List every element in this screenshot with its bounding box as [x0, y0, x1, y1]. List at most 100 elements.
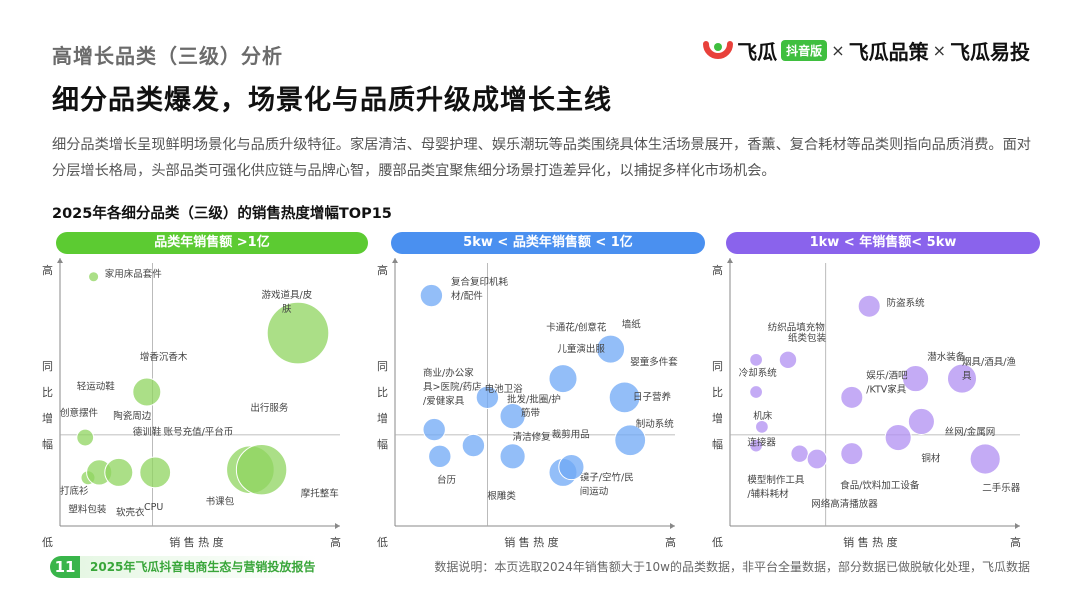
scatter-panel-large: 高低高销 售 热 度同比增幅家用床品套件 游戏道具/皮肤增香沉香木 轻运动鞋 创意摆件… [40, 258, 360, 553]
y-axis-arrow [57, 258, 63, 263]
point-label: CPU [144, 502, 163, 513]
x-axis-low-label: 低 [377, 536, 388, 549]
scatter-point [475, 385, 500, 410]
point-label: 二手乐器 [982, 482, 1021, 494]
x-axis-low-label: 低 [712, 536, 723, 549]
x-axis-title: 销 售 热 度 [169, 535, 224, 549]
x-axis-high-label: 高 [1010, 535, 1021, 549]
scatter-point [902, 365, 930, 393]
feigua-logo-icon [703, 40, 734, 59]
point-label: 账号充值/平台币 [164, 426, 234, 438]
scatter-point [419, 283, 444, 308]
panel-title-medium: 5kw < 品类年销售额 < 1亿 [391, 232, 705, 254]
y-axis-title: 同 [712, 360, 723, 373]
report-title: 2025年飞瓜抖音电商生态与营销投放报告 [80, 556, 318, 578]
point-label: /辅料耗材 [747, 488, 789, 500]
point-label: 打底衫 [60, 485, 89, 497]
scatter-point [558, 453, 585, 481]
y-axis-title: 增 [712, 411, 723, 425]
y-axis-title: 比 [377, 386, 388, 399]
point-label: 铜材 [921, 453, 941, 465]
point-label: 纺织品填充物 [768, 321, 826, 333]
scatter-point [499, 403, 526, 430]
panel-title-large: 品类年销售额 >1亿 [56, 232, 368, 254]
point-label: 陶瓷周边 [113, 410, 152, 422]
scatter-point [749, 352, 763, 367]
point-label: 创意摆件 [60, 407, 99, 419]
point-label: 肤 [282, 303, 292, 315]
x-axis-title: 销 售 热 度 [504, 535, 559, 549]
chart-heading: 2025年各细分品类（三级）的销售热度增幅TOP15 [52, 206, 392, 222]
point-label: 娱乐/酒吧 [866, 370, 908, 382]
logo-brand-feigua: 飞瓜 [737, 40, 778, 64]
y-axis-arrow [727, 258, 733, 263]
point-label: 商业/办公家 [423, 367, 474, 379]
scatter-point [266, 301, 330, 365]
logo-badge: 抖音版 [781, 40, 828, 61]
point-label: 复合复印机耗 [451, 276, 509, 288]
y-axis-high-label: 高 [712, 263, 723, 277]
page-number: 11 [50, 556, 80, 578]
y-axis-title: 幅 [377, 438, 388, 451]
scatter-point [104, 457, 134, 487]
x-axis-low-label: 低 [42, 536, 53, 549]
scatter-point [235, 444, 288, 496]
point-label: 裁剪用品 [552, 429, 590, 441]
point-label: 清洁修复 [513, 431, 552, 443]
y-axis-title: 比 [42, 386, 53, 399]
scatter-point [947, 363, 977, 394]
scatter-point [907, 407, 935, 436]
point-label: 网络高清播放器 [811, 498, 878, 510]
scatter-point [132, 377, 162, 407]
point-label: 潜水装备 [927, 351, 966, 363]
x-axis-high-label: 高 [330, 535, 341, 549]
point-label: 摩托整车 [301, 488, 339, 500]
scatter-point [614, 424, 647, 457]
point-label: 软壳衣 [116, 506, 145, 518]
scatter-point [840, 385, 864, 409]
description-paragraph: 细分品类增长呈现鲜明场景化与品质升级特征。家居清洁、母婴护理、娱乐潮玩等品类围绕… [52, 137, 1031, 179]
scatter-point [499, 443, 526, 470]
point-label: 冷却系统 [739, 367, 778, 379]
scatter-point [88, 271, 100, 283]
point-label: 制动系统 [636, 418, 675, 430]
point-label: 出行服务 [250, 402, 289, 414]
x-axis-title: 销 售 热 度 [843, 535, 898, 549]
y-axis-arrow [392, 258, 398, 263]
scatter-point [428, 444, 452, 469]
point-label: 电池卫浴 [485, 383, 524, 395]
point-label: 增香沉香木 [140, 351, 188, 363]
point-label: /爱健家具 [423, 395, 465, 407]
point-label: 台历 [437, 474, 456, 486]
point-label: 机床 [753, 410, 773, 422]
section-title: 高增长品类（三级）分析 [52, 44, 283, 68]
scatter-point [608, 381, 641, 414]
point-label: 纸类包装 [788, 332, 827, 344]
point-label: 儿童演出服 [557, 343, 605, 355]
logo-brand-pince: 飞瓜品策 [848, 40, 929, 64]
point-label: 德训鞋 [133, 426, 162, 438]
scatter-point [548, 364, 578, 394]
scatter-chart-small: 高低 高销 售 热 度同比增幅防盗系统纺织品填充物纸类包装潜水装备烟具/酒具/渔具… [712, 258, 1021, 549]
scatter-chart-large: 高低 高销 售 热 度同比增幅家用床品套件游戏道具/皮肤增香沉香木轻运动鞋创意摆件… [42, 258, 341, 549]
point-label: 镜子/空竹/民 [580, 471, 634, 483]
x-axis-arrow [670, 523, 675, 529]
scatter-point [778, 350, 798, 370]
scatter-point [596, 334, 626, 364]
logo-times-2: × [932, 41, 946, 60]
scatter-point [139, 456, 172, 489]
x-axis-arrow [1015, 523, 1020, 529]
data-note: 数据说明：本页选取2024年销售额大于10w的品类数据，非平台全量数据，部分数据… [434, 560, 1030, 574]
y-axis-high-label: 高 [377, 263, 388, 277]
point-label: 根雕类 [487, 490, 516, 502]
point-label: /KTV家具 [866, 384, 906, 396]
main-title: 细分品类爆发，场景化与品质升级成增长主线 [52, 85, 612, 116]
x-axis-high-label: 高 [665, 535, 676, 549]
scatter-point [857, 294, 881, 318]
point-label: 卡通花/创意花 [546, 321, 607, 333]
scatter-panel-medium: 高低高销 售 热 度同比增幅复合复印机耗 材/配件 卡通花/创意花 墙纸 儿童演出服 婴童… [375, 258, 695, 553]
y-axis-title: 增 [377, 411, 388, 425]
point-label: 书课包 [206, 496, 235, 508]
point-label: 婴童多件套 [630, 356, 678, 368]
